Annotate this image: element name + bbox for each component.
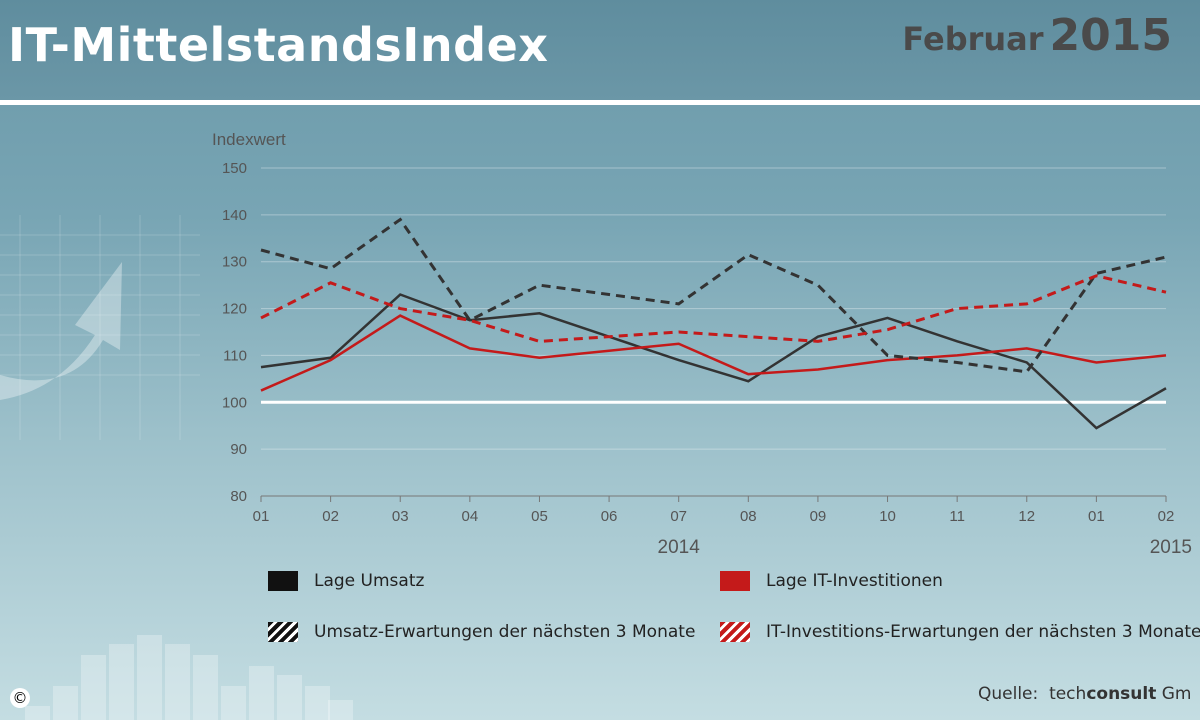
y-tick-label: 110 xyxy=(223,347,247,364)
x-tick-label: 02 xyxy=(1158,508,1175,525)
x-tick-label: 02 xyxy=(322,508,339,525)
x-tick-label: 12 xyxy=(1018,508,1035,525)
growth-arrow-icon xyxy=(0,262,122,400)
x-tick-label: 04 xyxy=(462,508,479,525)
copyright-icon: © xyxy=(10,688,30,708)
source-note: Quelle: techconsult Gm xyxy=(978,684,1200,704)
x-tick-labels: 01 02 03 04 05 06 07 08 09 10 11 12 01 02 xyxy=(253,496,1175,525)
period-label: Februar 2015 xyxy=(902,10,1172,61)
year-labels: 2014 2015 xyxy=(658,537,1192,558)
source-brand-light: tech xyxy=(1049,684,1087,704)
header-bar: IT-MittelstandsIndex Februar 2015 xyxy=(0,0,1200,100)
series-line-1 xyxy=(260,293,1167,430)
x-tick-label: 07 xyxy=(670,508,687,525)
page-title: IT-MittelstandsIndex xyxy=(8,18,549,72)
x-tick-label: 08 xyxy=(740,508,757,525)
series-line-3 xyxy=(260,217,1167,374)
period-year: 2015 xyxy=(1049,10,1172,61)
series-line-2 xyxy=(260,314,1167,392)
year-label: 2014 xyxy=(658,537,701,558)
period-month: Februar xyxy=(902,20,1044,58)
year-label: 2015 xyxy=(1150,537,1192,558)
series-layer xyxy=(260,217,1167,430)
bar-decoration xyxy=(25,635,353,720)
y-tick-label: 150 xyxy=(222,160,247,177)
y-tick-label: 80 xyxy=(230,488,247,505)
gridlines xyxy=(261,167,1166,450)
y-tick-label: 100 xyxy=(222,394,247,411)
x-tick-label: 05 xyxy=(531,508,548,525)
series-line-4 xyxy=(260,274,1167,343)
x-tick-label: 11 xyxy=(949,508,965,525)
grid-decoration xyxy=(0,215,200,440)
header-divider xyxy=(0,100,1200,105)
source-brand-bold: consult xyxy=(1086,684,1157,704)
source-suffix: Gm xyxy=(1156,684,1192,704)
y-tick-label: 90 xyxy=(230,441,247,458)
y-tick-label: 120 xyxy=(222,301,247,318)
y-tick-labels: 80 90 100 110 120 130 140 150 xyxy=(222,160,247,505)
x-tick-label: 06 xyxy=(601,508,618,525)
x-tick-label: 10 xyxy=(879,508,896,525)
x-tick-label: 03 xyxy=(392,508,409,525)
x-tick-label: 01 xyxy=(1088,508,1105,525)
y-axis-label: Indexwert xyxy=(212,130,286,149)
y-tick-label: 140 xyxy=(222,207,247,224)
source-label: Quelle: xyxy=(978,684,1039,704)
x-tick-label: 01 xyxy=(253,508,270,525)
y-tick-label: 130 xyxy=(222,254,247,271)
x-tick-label: 09 xyxy=(810,508,827,525)
